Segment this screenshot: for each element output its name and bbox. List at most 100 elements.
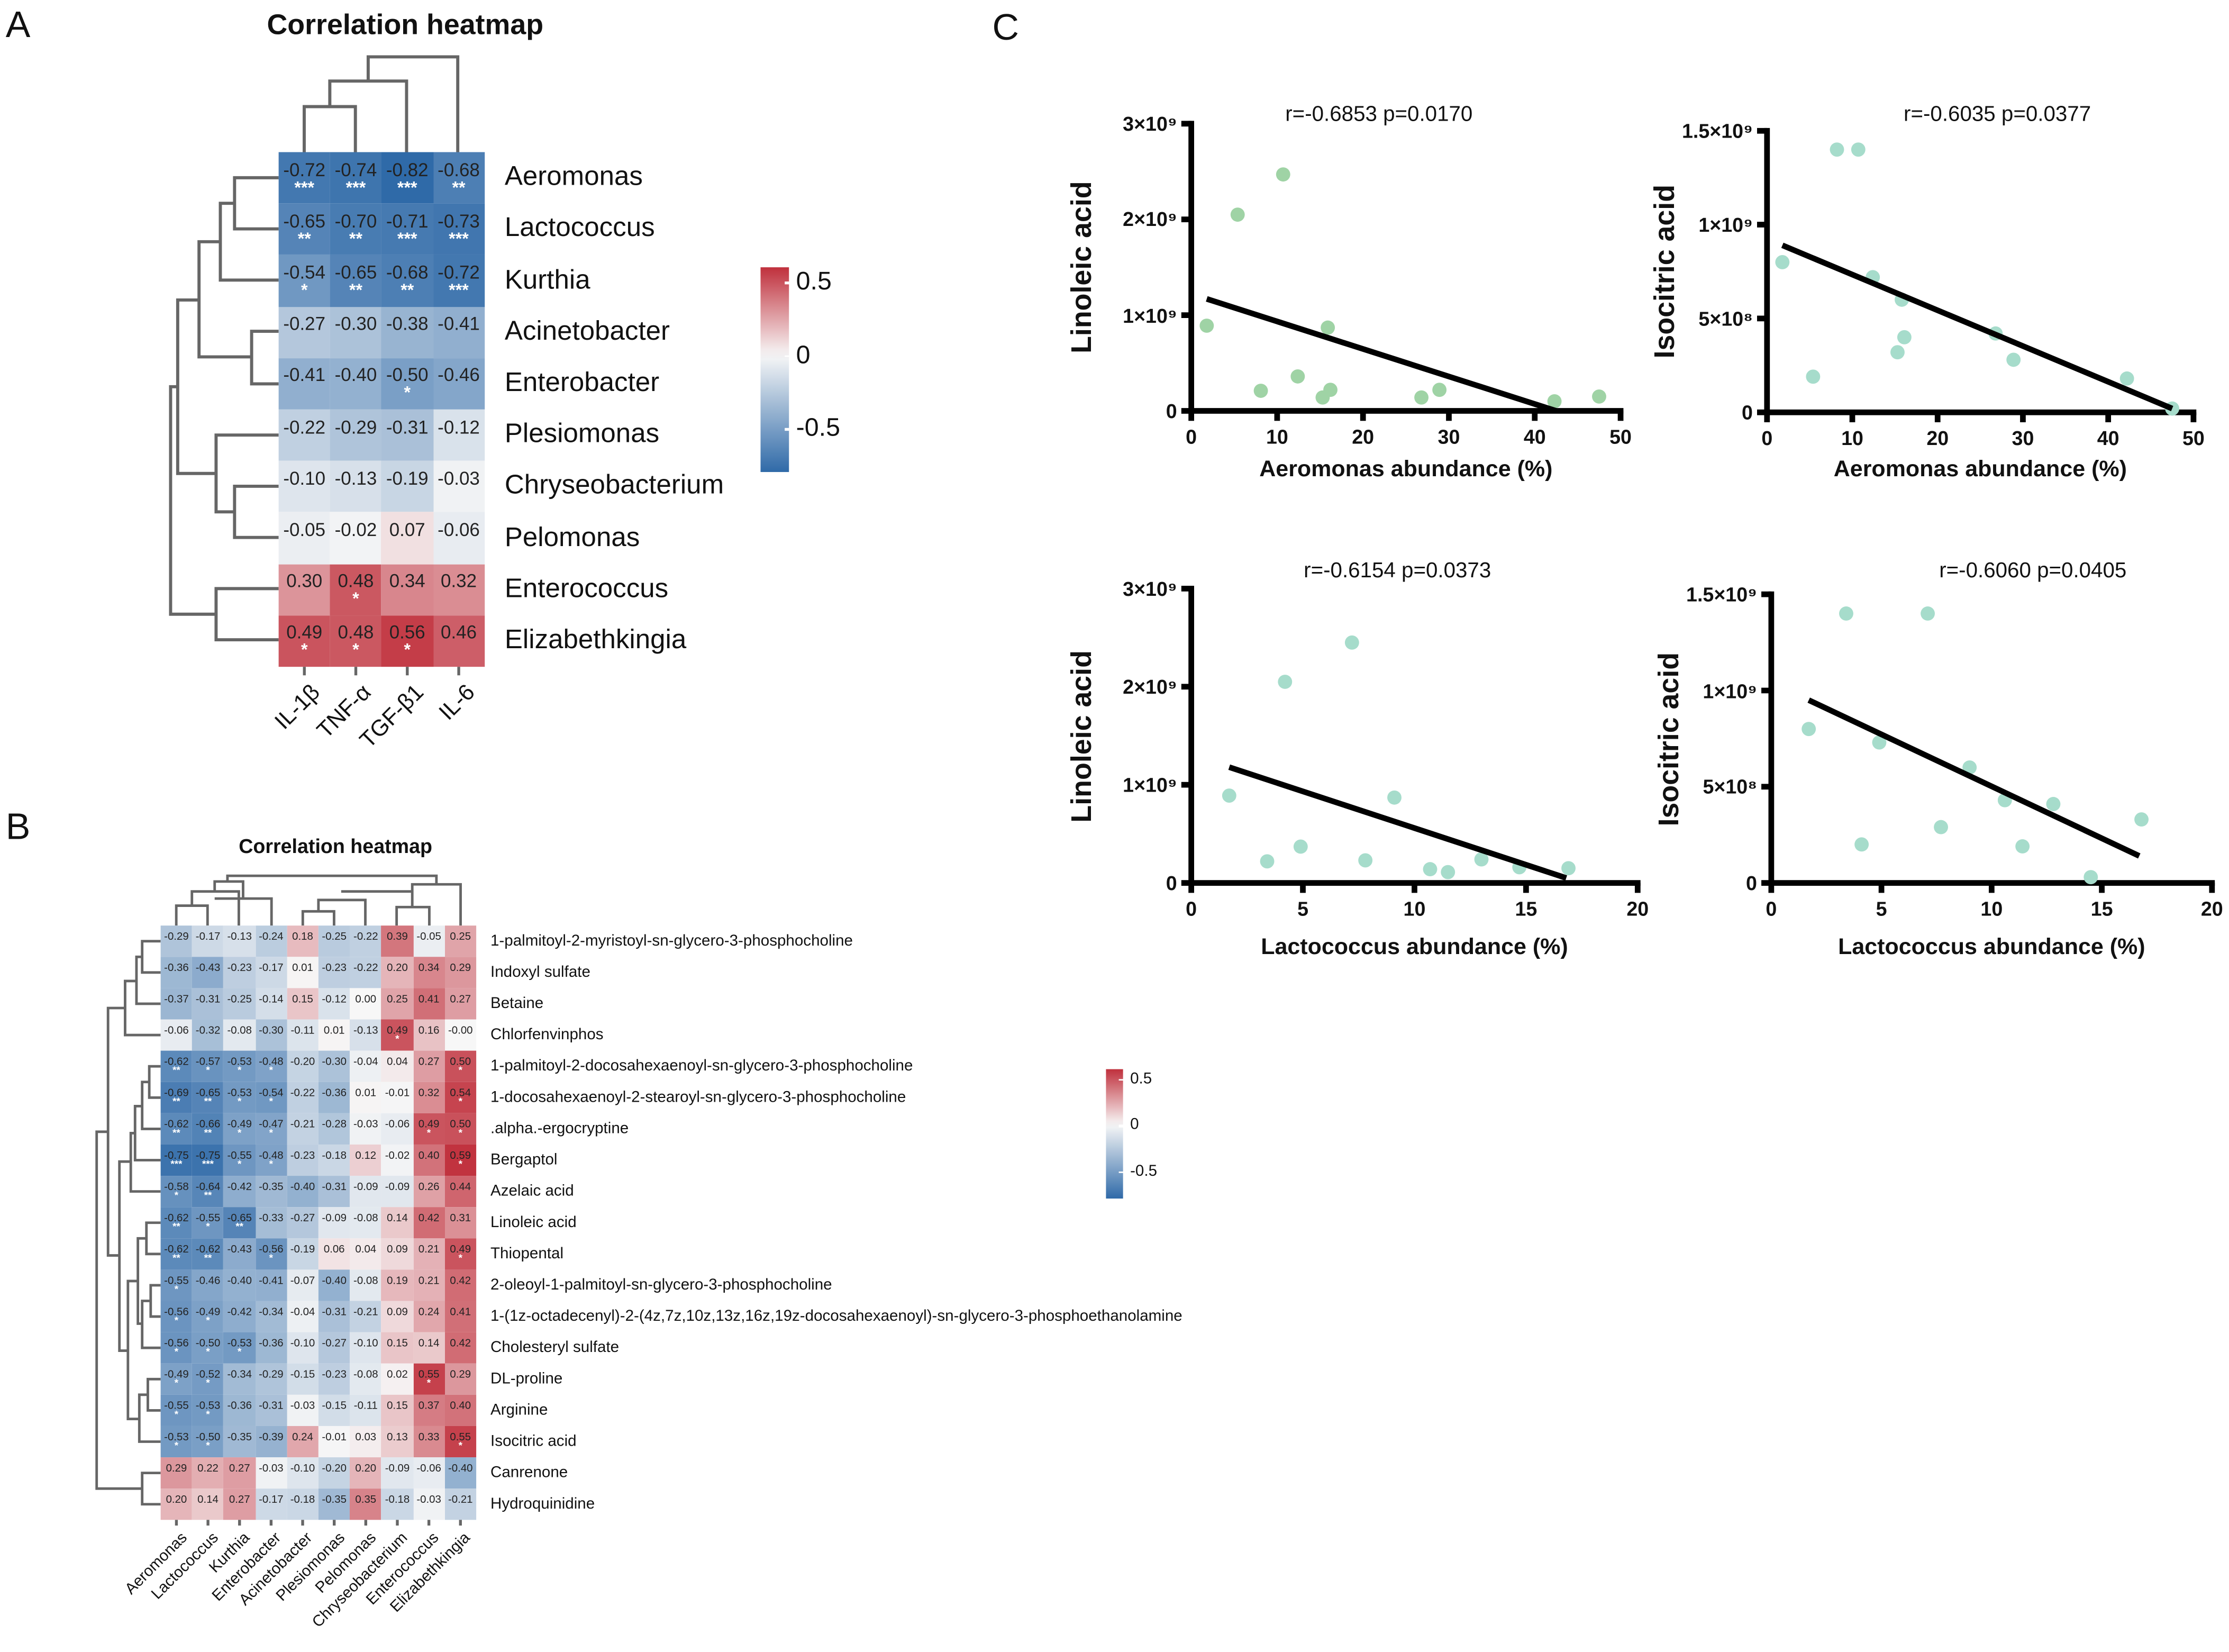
cell-value: 0.35 [355, 1492, 377, 1505]
x-tick-label: 5 [1297, 897, 1309, 920]
data-point [2119, 371, 2134, 386]
heatmap-cell: -0.64 ** [192, 1176, 224, 1208]
row-label: Canrenone [490, 1464, 568, 1482]
cell-value: -0.05 [283, 519, 326, 540]
heatmap-cell: -0.05 [278, 512, 330, 564]
x-tick-label: 20 [1352, 425, 1375, 448]
data-point [1474, 852, 1489, 867]
data-point [1806, 369, 1821, 384]
cell-value: -0.01 [322, 1430, 347, 1443]
y-tick-label: 1×10⁹ [1123, 304, 1177, 327]
cell-value: -0.22 [353, 929, 378, 942]
cell-value: -0.56 [259, 1242, 284, 1255]
cell-value: -0.29 [259, 1367, 284, 1381]
significance-stars: ** [204, 1192, 212, 1202]
x-tick-label: 20 [1926, 426, 1949, 450]
heatmap-cell: -0.50 * [192, 1332, 224, 1364]
row-label: Arginine [490, 1402, 548, 1419]
cell-value: -0.23 [227, 960, 252, 974]
cell-value: 0.37 [418, 1399, 440, 1412]
significance-stars: ** [172, 1254, 180, 1265]
heatmap-cell: 0.54 * [444, 1082, 477, 1113]
significance-stars: * [301, 280, 308, 300]
cell-value: -0.53 [227, 1054, 252, 1068]
regression-line [1781, 242, 2173, 412]
significance-stars: * [269, 1254, 274, 1265]
heatmap-cell: -0.65 ** [223, 1207, 256, 1239]
regression-line [1807, 697, 2141, 859]
cell-value: -0.69 [164, 1085, 189, 1099]
significance-stars: * [174, 1317, 179, 1327]
cell-value: 0.24 [418, 1304, 440, 1318]
cell-value: 0.33 [418, 1430, 440, 1443]
cell-value: 0.40 [450, 1399, 471, 1412]
heatmap-cell: 0.27 [413, 1050, 445, 1082]
heatmap-cell: 0.29 [444, 1363, 477, 1395]
significance-stars: ** [235, 1223, 244, 1233]
heatmap-cell: -0.62 ** [192, 1238, 224, 1270]
heatmap-cell: -0.33 [255, 1207, 287, 1239]
cell-value: -0.33 [259, 1211, 284, 1224]
cell-value: 0.20 [387, 960, 408, 974]
heatmap-cell: -0.53 * [223, 1332, 256, 1364]
y-axis-label: Linoleic acid [1067, 181, 1098, 353]
cell-value: 0.55 [418, 1367, 440, 1381]
heatmap-cell: -0.29 [330, 409, 382, 461]
heatmap-cell: 0.20 [381, 957, 413, 988]
data-point [1423, 862, 1438, 877]
cell-value: 0.27 [418, 1054, 440, 1068]
cell-value: -0.03 [416, 1492, 441, 1505]
row-label: Chlorfenvinphos [490, 1026, 604, 1044]
heatmap-cell: -0.27 [287, 1207, 319, 1239]
data-point [1921, 606, 1935, 621]
colorbar-label: 0 [1130, 1116, 1139, 1133]
significance-stars: * [458, 1129, 462, 1140]
cell-value: -0.31 [259, 1399, 284, 1412]
cell-value: -0.46 [438, 364, 480, 386]
heatmap-cell: 0.14 [413, 1332, 445, 1364]
cell-value: 0.59 [450, 1148, 471, 1161]
data-point [1839, 606, 1853, 621]
heatmap-cell: 0.27 [444, 988, 477, 1020]
cell-value: -0.36 [259, 1336, 284, 1349]
significance-stars: ** [349, 280, 363, 300]
heatmap-cell: -0.40 [287, 1176, 319, 1208]
data-point [1387, 790, 1402, 805]
heatmap-cell: -0.23 [318, 957, 350, 988]
cell-value: -0.62 [164, 1211, 189, 1224]
heatmap-cell: -0.03 [255, 1457, 287, 1489]
colorbar-label: 0 [796, 340, 811, 369]
cell-value: -0.00 [448, 1023, 473, 1036]
cell-value: -0.10 [283, 467, 326, 489]
data-point [2134, 812, 2149, 827]
cell-value: -0.06 [385, 1117, 410, 1130]
heatmap-cell: -0.30 [318, 1050, 350, 1082]
heatmap-cell: 0.40 [413, 1144, 445, 1176]
cell-value: -0.43 [195, 960, 221, 974]
cell-value: 0.09 [387, 1304, 408, 1318]
heatmap-cell: -0.22 [278, 409, 330, 461]
y-tick-label: 1×10⁹ [1123, 773, 1177, 796]
cell-value: -0.48 [259, 1054, 284, 1068]
row-label: Thiopental [490, 1245, 564, 1263]
heatmap-cell: 0.02 [381, 1363, 413, 1395]
heatmap-cell: -0.22 [287, 1082, 319, 1113]
heatmap-cell: -0.10 [350, 1332, 382, 1364]
cell-value: 0.49 [387, 1023, 408, 1036]
cell-value: -0.21 [353, 1304, 378, 1318]
significance-stars: * [174, 1379, 179, 1390]
cell-value: 0.48 [338, 570, 374, 592]
heatmap-cell: 0.24 [413, 1301, 445, 1332]
y-tick-label: 1×10⁹ [1703, 679, 1758, 702]
heatmap-cell: -0.29 [160, 925, 193, 957]
cell-value: 0.15 [387, 1336, 408, 1349]
heatmap-cell: -0.36 [255, 1332, 287, 1364]
cell-value: 0.04 [355, 1242, 377, 1255]
cell-value: 0.27 [450, 992, 471, 1005]
cell-value: -0.13 [353, 1023, 378, 1036]
column-dendrogram-a [303, 55, 460, 152]
data-point [1321, 320, 1335, 335]
x-tick-label: 50 [1609, 425, 1632, 448]
cell-value: -0.09 [353, 1179, 378, 1193]
